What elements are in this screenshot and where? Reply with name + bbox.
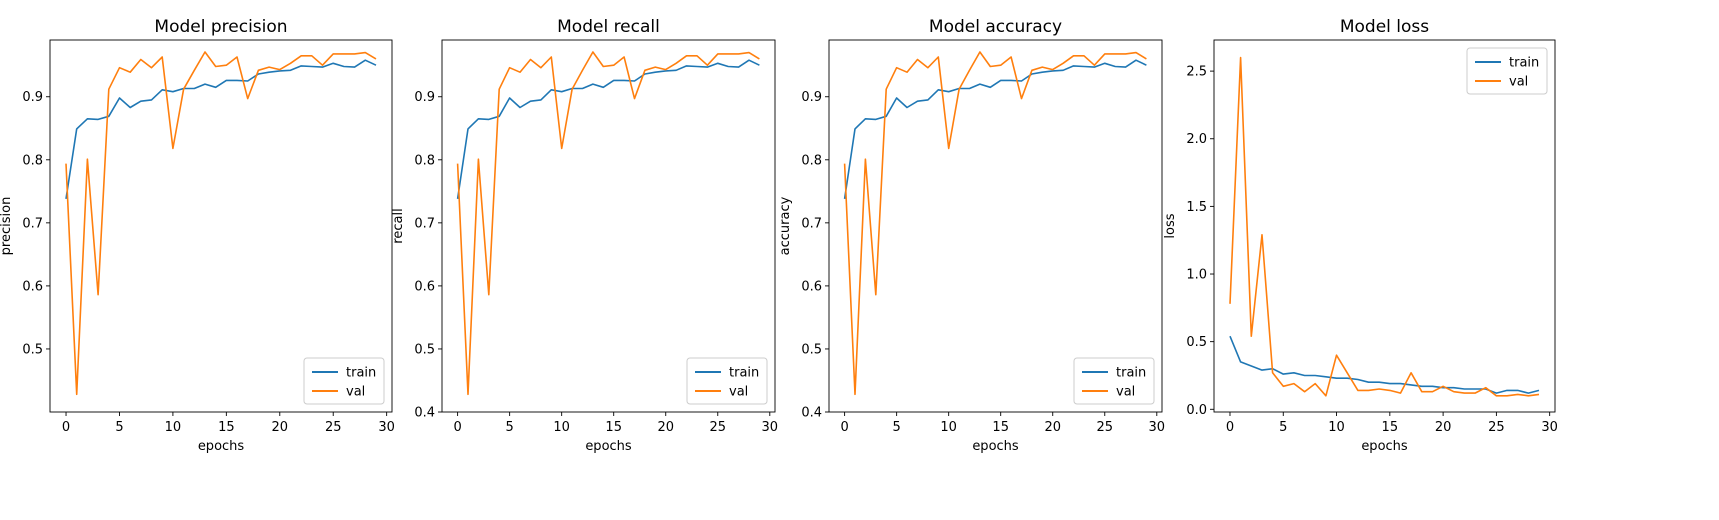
legend-label-val: val	[346, 385, 365, 400]
x-tick-label: 15	[1382, 420, 1399, 435]
y-tick-label: 0.7	[801, 216, 822, 231]
x-tick-label: 25	[1488, 420, 1505, 435]
y-tick-label: 0.6	[22, 279, 43, 294]
legend-label-train: train	[346, 366, 376, 381]
x-tick-label: 15	[992, 420, 1009, 435]
x-tick-label: 0	[453, 420, 461, 435]
y-tick-label: 0.9	[22, 90, 43, 105]
y-tick-label: 0.8	[801, 153, 822, 168]
x-tick-label: 5	[506, 420, 514, 435]
x-tick-label: 15	[218, 420, 235, 435]
x-tick-label: 10	[553, 420, 570, 435]
legend-box	[1466, 47, 1548, 95]
legend-box	[303, 357, 385, 405]
series-line-val	[456, 51, 760, 396]
legend-box	[1073, 357, 1155, 405]
x-tick-label: 30	[762, 420, 779, 435]
y-axis-label: loss	[1163, 213, 1178, 238]
legend: train val	[686, 357, 768, 405]
y-axis-label: recall	[391, 208, 406, 243]
x-tick-label: 10	[940, 420, 957, 435]
axes-frame	[49, 39, 393, 413]
x-tick-label: 10	[165, 420, 182, 435]
axes-frame	[828, 39, 1163, 413]
y-axis-label: accuracy	[778, 196, 793, 255]
x-tick-label: 30	[378, 420, 395, 435]
series-line-train	[65, 59, 377, 200]
x-tick-label: 0	[62, 420, 70, 435]
y-tick-label: 0.0	[1186, 403, 1207, 418]
chart-title: Model precision	[154, 17, 287, 37]
legend-label-train: train	[1509, 56, 1539, 71]
x-tick-label: 0	[840, 420, 848, 435]
x-axis-label: epochs	[198, 439, 245, 454]
y-tick-label: 2.0	[1186, 132, 1207, 147]
x-tick-label: 30	[1149, 420, 1166, 435]
series-line-val	[65, 51, 377, 396]
y-tick-label: 0.6	[414, 279, 435, 294]
chart-title: Model accuracy	[929, 17, 1062, 37]
series-line-train	[456, 59, 760, 200]
x-tick-label: 25	[709, 420, 726, 435]
chart-panel-3: Model accuracy 0 5 10 15 20 25 30 0.4 0.5 0.6 0.7 0.…	[778, 17, 1165, 454]
legend-label-val: val	[729, 385, 748, 400]
y-tick-label: 0.8	[22, 153, 43, 168]
legend: train val	[303, 357, 385, 405]
chart-title: Model loss	[1340, 17, 1429, 37]
x-tick-label: 30	[1541, 420, 1558, 435]
y-tick-label: 0.7	[414, 216, 435, 231]
y-tick-label: 0.7	[22, 216, 43, 231]
chart-title: Model recall	[557, 17, 660, 37]
x-tick-label: 20	[1044, 420, 1061, 435]
y-tick-label: 0.9	[414, 90, 435, 105]
x-axis-label: epochs	[972, 439, 1019, 454]
y-tick-label: 1.0	[1186, 268, 1207, 283]
x-tick-label: 0	[1226, 420, 1234, 435]
axes-frame	[441, 39, 776, 413]
x-tick-label: 25	[325, 420, 342, 435]
x-tick-label: 5	[1279, 420, 1287, 435]
x-tick-label: 15	[605, 420, 622, 435]
x-tick-label: 20	[272, 420, 289, 435]
y-tick-label: 1.5	[1186, 200, 1207, 215]
y-tick-label: 0.5	[414, 342, 435, 357]
legend-box	[686, 357, 768, 405]
y-tick-label: 0.5	[22, 342, 43, 357]
y-tick-label: 0.4	[414, 406, 435, 421]
x-tick-label: 25	[1096, 420, 1113, 435]
x-tick-label: 5	[115, 420, 123, 435]
y-tick-label: 2.5	[1186, 65, 1207, 80]
legend: train val	[1073, 357, 1155, 405]
x-tick-label: 5	[893, 420, 901, 435]
chart-panel-4: Model loss 0 5 10 15 20 25 30 0.0 0.5 1.0 1.5 2.0 2.5…	[1163, 17, 1558, 454]
y-tick-label: 0.6	[801, 279, 822, 294]
x-axis-label: epochs	[585, 439, 632, 454]
series-line-val	[843, 51, 1147, 396]
y-tick-label: 0.5	[801, 342, 822, 357]
series-line-val	[1229, 56, 1540, 397]
x-axis-label: epochs	[1361, 439, 1408, 454]
x-tick-label: 10	[1328, 420, 1345, 435]
series-line-train	[1229, 335, 1540, 394]
legend-label-train: train	[1116, 366, 1146, 381]
legend-label-val: val	[1116, 385, 1135, 400]
y-tick-label: 0.5	[1186, 335, 1207, 350]
y-tick-label: 0.8	[414, 153, 435, 168]
legend-label-train: train	[729, 366, 759, 381]
chart-panel-1: Model precision 0 5 10 15 20 25 30 0.5 0.6 0.7 0.8 0…	[0, 17, 395, 454]
y-tick-label: 0.9	[801, 90, 822, 105]
x-tick-label: 20	[1435, 420, 1452, 435]
series-line-train	[843, 59, 1147, 200]
y-tick-label: 0.4	[801, 406, 822, 421]
axes-frame	[1213, 39, 1556, 413]
legend: train val	[1466, 47, 1548, 95]
chart-panel-2: Model recall 0 5 10 15 20 25 30 0.4 0.5 0.6 0.7 0.8 0…	[391, 17, 778, 454]
y-axis-label: precision	[0, 197, 14, 256]
legend-label-val: val	[1509, 75, 1528, 90]
x-tick-label: 20	[657, 420, 674, 435]
